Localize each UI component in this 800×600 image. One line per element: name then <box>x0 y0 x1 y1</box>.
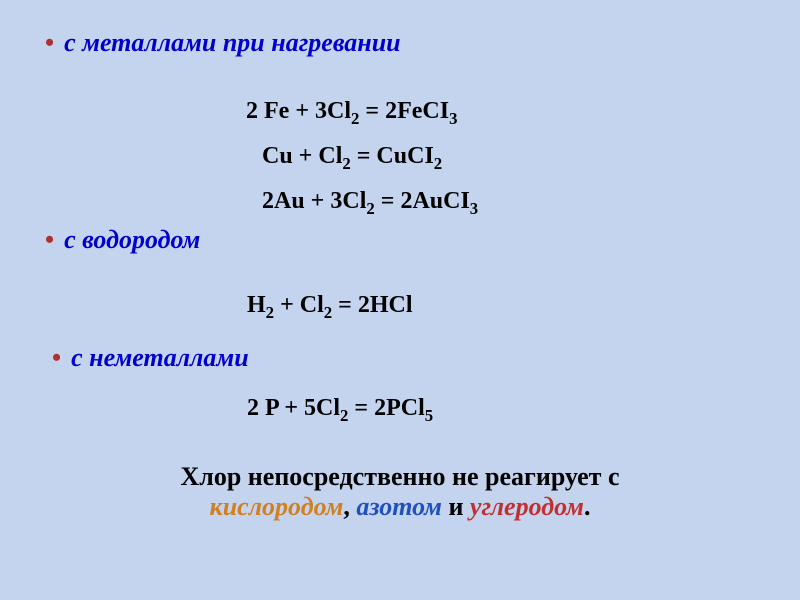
eq1-sub2: 3 <box>449 109 457 128</box>
equation-fe-cl2: 2 Fe + 3Cl2 = 2FeCI3 <box>246 98 457 129</box>
eq2-sub1: 2 <box>342 154 350 173</box>
eq3-seg2: Cl <box>342 188 366 214</box>
equation-h2-cl2: H2 + Cl2 = 2HCl <box>247 292 412 323</box>
heading-nonmetals-text: с неметаллами <box>71 343 249 372</box>
slide-container: •с металлами при нагревании 2 Fe + 3Cl2 … <box>0 0 800 600</box>
eq4-seg3: = 2H <box>332 292 388 318</box>
eq3-seg5: CI <box>443 188 470 214</box>
eq3-seg4: Au <box>412 188 443 214</box>
equation-cu-cl2: Cu + Cl2 = CuCI2 <box>262 143 442 174</box>
eq5-sub2: 5 <box>425 406 433 425</box>
heading-hydrogen: • с водородом <box>45 225 200 255</box>
eq1-sub1: 2 <box>351 109 359 128</box>
word-oxygen: кислородом <box>210 492 344 521</box>
eq1-seg1: Fe + 3Cl <box>258 98 351 124</box>
eq4-seg4: Cl <box>388 292 412 318</box>
heading-metals-text: с металлами при нагревании <box>64 28 401 57</box>
eq4-sub1: 2 <box>266 303 274 322</box>
eq3-sub2: 3 <box>470 199 478 218</box>
heading-hydrogen-text: с водородом <box>64 225 200 254</box>
bottom-statement: Хлор непосредственно не реагирует с кисл… <box>0 462 800 522</box>
bottom-line1: Хлор непосредственно не реагирует с <box>0 462 800 492</box>
eq5-sub1: 2 <box>340 406 348 425</box>
eq5-seg1: 2 P + 5Cl <box>247 395 340 421</box>
eq1-coeff: 2 <box>246 98 258 124</box>
eq2-seg1: Cu + Cl <box>262 143 342 169</box>
eq4-seg1: H <box>247 292 266 318</box>
eq4-seg2: + Cl <box>274 292 324 318</box>
heading-metals: • с металлами при нагревании <box>45 28 401 58</box>
eq3-c1: 2 <box>262 188 274 214</box>
equation-p-cl2: 2 P + 5Cl2 = 2PCl5 <box>247 395 433 426</box>
eq2-sub2: 2 <box>434 154 442 173</box>
eq1-seg2: = 2FeCI <box>359 98 449 124</box>
eq5-seg3: PCl <box>386 395 425 421</box>
sep1: , <box>343 492 356 521</box>
eq4-sub2: 2 <box>324 303 332 322</box>
eq3-sub1: 2 <box>366 199 374 218</box>
bottom-line2: кислородом, азотом и углеродом. <box>0 492 800 522</box>
equation-au-cl2: 2Au + 3Cl2 = 2AuCI3 <box>262 188 478 219</box>
eq3-seg3: = <box>375 188 401 214</box>
eq2-seg2: = Cu <box>351 143 407 169</box>
bullet-dot-icon: • <box>45 28 54 58</box>
heading-nonmetals: • с неметаллами <box>52 343 249 373</box>
eq3-seg1: Au + <box>274 188 330 214</box>
bullet-dot-icon: • <box>52 343 61 373</box>
eq2-seg3: CI <box>407 143 434 169</box>
eq5-seg2: = 2 <box>348 395 386 421</box>
and-word: и <box>442 492 470 521</box>
eq3-c2: 3 <box>330 188 342 214</box>
period: . <box>584 492 591 521</box>
word-nitrogen: азотом <box>356 492 442 521</box>
eq3-c3: 2 <box>400 188 412 214</box>
bullet-dot-icon: • <box>45 225 54 255</box>
word-carbon: углеродом <box>470 492 584 521</box>
